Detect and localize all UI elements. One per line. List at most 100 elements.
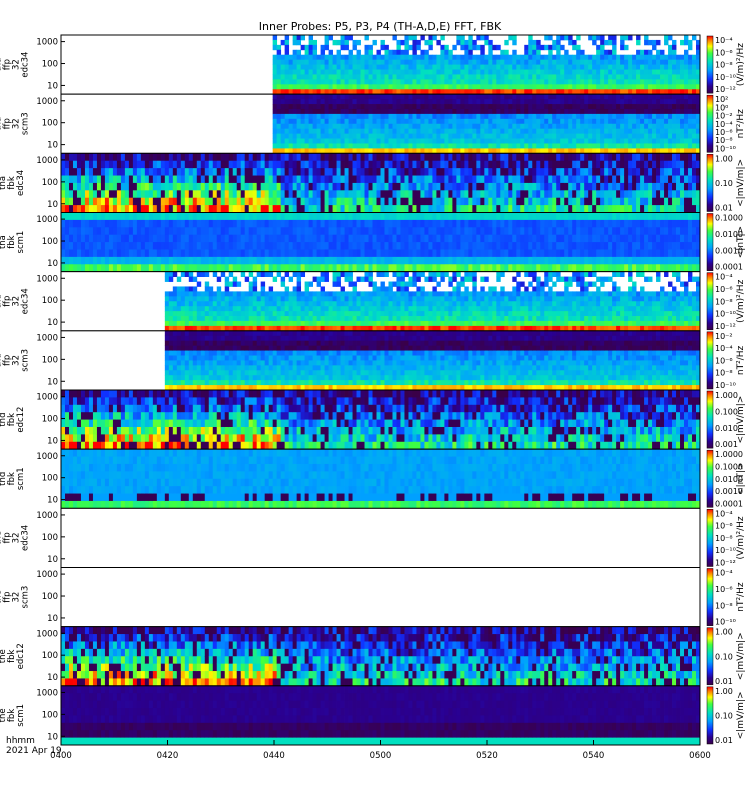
spectrogram-cell (560, 138, 565, 144)
spectrogram-cell (636, 128, 641, 135)
spectrogram-cell (108, 205, 114, 213)
spectrogram-cell (312, 44, 317, 51)
spectrogram-cell (680, 84, 685, 90)
spectrogram-cell (636, 49, 641, 56)
spectrogram-cell (452, 74, 457, 80)
spectrogram-cell (236, 153, 242, 162)
spectrogram-cell (612, 74, 617, 80)
spectrogram-cell (696, 54, 701, 61)
spectrogram-cell (448, 227, 453, 236)
spectrogram-cell (132, 160, 138, 169)
spectrogram-cell (340, 99, 345, 105)
spectrogram-cell (508, 205, 513, 213)
spectrogram-cell (516, 113, 521, 120)
spectrogram-cell (460, 168, 465, 176)
spectrogram-cell (508, 35, 513, 41)
spectrogram-cell (180, 256, 186, 265)
spectrogram-cell (568, 123, 573, 130)
spectrogram-cell (624, 227, 629, 236)
spectrogram-cell (440, 212, 445, 221)
spectrogram-cell (608, 197, 613, 206)
spectrogram-cell (224, 205, 230, 213)
spectrogram-cell (228, 190, 234, 199)
spectrogram-cell (668, 182, 673, 191)
spectrogram-cell (508, 212, 513, 221)
spectrogram-cell (292, 128, 298, 135)
spectrogram-cell (356, 197, 361, 206)
spectrogram-cell (488, 264, 493, 273)
spectrogram-cell (688, 44, 693, 51)
spectrogram-cell (560, 219, 565, 228)
spectrogram-cell (336, 74, 341, 80)
spectrogram-cell (600, 212, 605, 221)
spectrogram-cell (564, 35, 569, 41)
spectrogram-cell (448, 148, 453, 154)
spectrogram-cell (408, 256, 413, 265)
spectrogram-cell (148, 249, 154, 258)
spectrogram-cell (680, 160, 685, 169)
spectrogram-cell (412, 249, 417, 258)
spectrogram-cell (520, 160, 525, 169)
spectrogram-cell (696, 59, 701, 65)
spectrogram-cell (308, 227, 313, 236)
spectrogram-cell (628, 205, 633, 213)
spectrogram-cell (360, 205, 365, 213)
spectrogram-cell (328, 227, 333, 236)
spectrogram-cell (448, 219, 453, 228)
spectrogram-cell (280, 212, 286, 221)
spectrogram-cell (476, 138, 481, 144)
spectrogram-cell (288, 182, 294, 191)
spectrogram-cell (144, 197, 150, 206)
spectrogram-cell (544, 35, 549, 41)
spectrogram-cell (140, 190, 146, 199)
spectrogram-cell (680, 133, 685, 139)
spectrogram-cell (68, 160, 74, 169)
spectrogram-cell (568, 168, 573, 176)
spectrogram-cell (296, 175, 302, 184)
spectrogram-cell (452, 89, 457, 95)
spectrogram-cell (384, 123, 389, 130)
spectrogram-cell (452, 79, 457, 85)
spectrogram-cell (616, 234, 621, 243)
spectrogram-cell (680, 138, 685, 144)
spectrogram-cell (552, 39, 557, 46)
spectrogram-cell (680, 249, 685, 258)
spectrogram-cell (336, 123, 341, 130)
spectrogram-cell (304, 128, 310, 135)
spectrogram-cell (552, 89, 557, 95)
spectrogram-cell (636, 212, 641, 221)
spectrogram-cell (592, 205, 597, 213)
spectrogram-cell (536, 264, 541, 273)
spectrogram-cell (584, 128, 589, 135)
spectrogram-cell (584, 143, 589, 149)
spectrogram-cell (208, 264, 214, 273)
spectrogram-cell (436, 264, 441, 273)
spectrogram-cell (640, 69, 645, 75)
spectrogram-cell (600, 74, 605, 80)
spectrogram-cell (540, 143, 545, 149)
spectrogram-cell (320, 69, 325, 75)
spectrogram-cell (684, 242, 689, 250)
spectrogram-cell (640, 256, 645, 265)
spectrogram-cell (200, 227, 206, 236)
spectrogram-cell (100, 227, 106, 236)
spectrogram-cell (596, 118, 601, 125)
spectrogram-cell (576, 54, 581, 61)
spectrogram-cell (556, 128, 561, 135)
spectrogram-cell (412, 39, 417, 46)
spectrogram-cell (408, 118, 413, 125)
spectrogram-cell (692, 212, 697, 221)
spectrogram-cell (640, 234, 645, 243)
spectrogram-cell (508, 118, 513, 125)
spectrogram-cell (424, 143, 429, 149)
spectrogram-cell (472, 113, 477, 120)
spectrogram-cell (460, 89, 465, 95)
spectrogram-cell (256, 182, 262, 191)
spectrogram-cell (272, 74, 278, 80)
spectrogram-cell (472, 227, 477, 236)
spectrogram-cell (416, 190, 421, 199)
spectrogram-cell (420, 168, 425, 176)
spectrogram-cell (68, 256, 74, 265)
spectrogram-cell (388, 99, 393, 105)
spectrogram-cell (560, 79, 565, 85)
